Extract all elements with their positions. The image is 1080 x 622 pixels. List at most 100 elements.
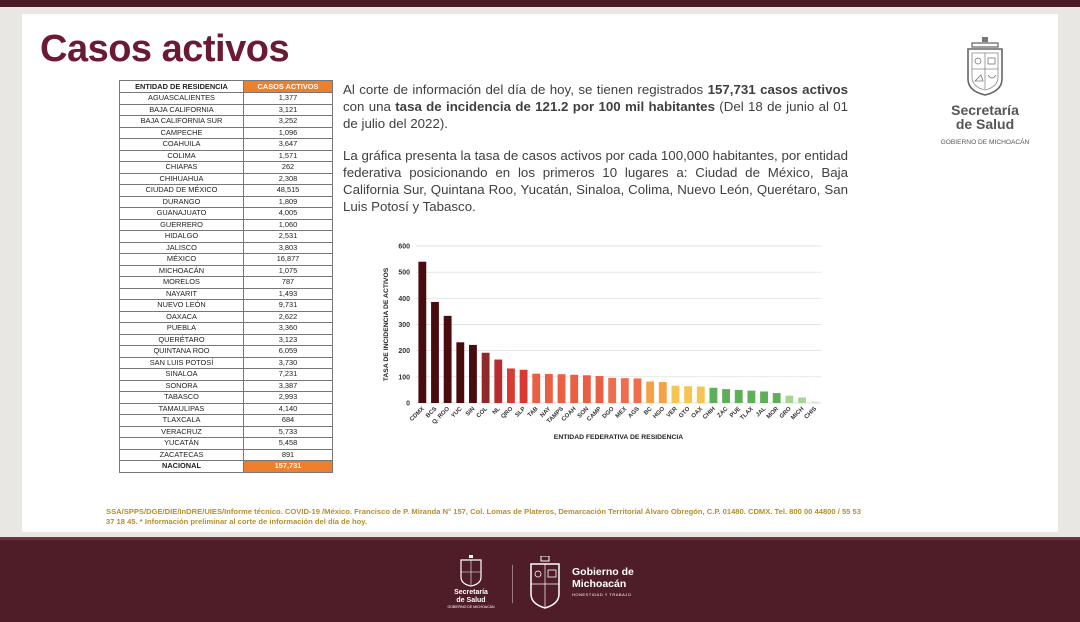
table-row: MICHOACÁN 1,075 xyxy=(119,264,333,277)
x-tick-label: GTO xyxy=(678,406,692,420)
active-cases-cell: 1,060 xyxy=(243,218,333,231)
x-tick-label: TAB xyxy=(527,406,540,419)
active-cases-cell: 891 xyxy=(243,448,333,461)
bar xyxy=(456,342,465,403)
y-tick-label: 300 xyxy=(398,322,410,329)
state-name-cell: COLIMA xyxy=(119,149,244,162)
active-cases-cell: 787 xyxy=(243,276,333,289)
bar xyxy=(544,373,553,403)
table-row: CHIHUAHUA 2,308 xyxy=(119,172,333,185)
state-name-cell: JALISCO xyxy=(119,241,244,254)
logo-subtitle: GOBIERNO DE MICHOACÁN xyxy=(940,139,1030,146)
x-tick-label: VER xyxy=(666,406,679,419)
table-row: CIUDAD DE MÉXICO 48,515 xyxy=(119,184,333,197)
state-name-cell: TLAXCALA xyxy=(119,414,244,427)
table-row: HIDALGO 2,531 xyxy=(119,230,333,243)
active-cases-cell: 48,515 xyxy=(243,184,333,197)
state-name-cell: CIUDAD DE MÉXICO xyxy=(119,184,244,197)
chart-description: La gráfica presenta la tasa de casos act… xyxy=(343,148,848,214)
x-tick-label: YUC xyxy=(451,406,465,420)
active-cases-cell: 7,231 xyxy=(243,368,333,381)
y-tick-label: 100 xyxy=(398,374,410,381)
footer-logo2-name: Gobierno de Michoacán xyxy=(572,566,634,590)
table-row: SINALOA 7,231 xyxy=(119,368,333,381)
table-row: CAMPECHE 1,096 xyxy=(119,126,333,139)
summary-text: con una xyxy=(343,99,396,114)
table-row: QUINTANA ROO 6,059 xyxy=(119,345,333,358)
x-tick-label: SIN xyxy=(465,406,476,417)
table-row: JALISCO 3,803 xyxy=(119,241,333,254)
state-name-cell: OAXACA xyxy=(119,310,244,323)
active-cases-cell: 1,571 xyxy=(243,149,333,162)
bar xyxy=(646,381,655,403)
bottom-bar xyxy=(0,537,1080,622)
x-tick-label: SLP xyxy=(514,406,526,418)
x-tick-label: MICH xyxy=(790,406,805,421)
footer-secretaria-logo: Secretaría de Salud GOBIERNO DE MICHOACÁ… xyxy=(445,553,497,613)
y-axis-title: TASA DE INCIDENCIA DE ACTIVOS xyxy=(383,267,390,381)
state-name-cell: MÉXICO xyxy=(119,253,244,266)
table-row: AGUASCALIENTES 1,377 xyxy=(119,92,333,105)
state-name-cell: SAN LUIS POTOSÍ xyxy=(119,356,244,369)
table-row: PUEBLA 3,360 xyxy=(119,322,333,335)
active-cases-cell: 3,123 xyxy=(243,333,333,346)
active-cases-cell: 1,075 xyxy=(243,264,333,277)
active-cases-cell: 4,140 xyxy=(243,402,333,415)
table-row: BAJA CALIFORNIA SUR 3,252 xyxy=(119,115,333,128)
state-name-cell: PUEBLA xyxy=(119,322,244,335)
gobierno-michoacan-logo: Gobierno de Michoacán HONESTIDAD Y TRABA… xyxy=(528,556,648,612)
state-name-cell: CAMPECHE xyxy=(119,126,244,139)
date-range: (Del 18 de junio al 01 de julio del 2022… xyxy=(343,99,849,131)
state-name-cell: TABASCO xyxy=(119,391,244,404)
column-header-state: ENTIDAD DE RESIDENCIA xyxy=(119,80,244,93)
table-header-row: ENTIDAD DE RESIDENCIA CASOS ACTIVOS xyxy=(119,80,333,93)
state-name-cell: TAMAULIPAS xyxy=(119,402,244,415)
logo-name-line2: de Salud xyxy=(955,116,1015,132)
state-name-cell: YUCATÁN xyxy=(119,437,244,450)
logo-name: Secretaría de Salud xyxy=(930,103,1040,131)
x-tick-label: MEX xyxy=(615,406,628,419)
footer-logo1-name: Secretaría de Salud xyxy=(445,589,497,604)
state-name-cell: MORELOS xyxy=(119,276,244,289)
state-name-cell: NUEVO LEÓN xyxy=(119,299,244,312)
state-name-cell: QUERÉTARO xyxy=(119,333,244,346)
table-row: TAMAULIPAS 4,140 xyxy=(119,402,333,415)
bar xyxy=(620,378,629,403)
bar xyxy=(684,386,693,403)
bottom-bar-highlight xyxy=(0,537,1080,540)
table-row: NAYARIT 1,493 xyxy=(119,287,333,300)
table-row: QUERÉTARO 3,123 xyxy=(119,333,333,346)
bar xyxy=(570,374,579,403)
source-footnote: SSA/SPPS/DGE/DIE/InDRE/UIES/Informe técn… xyxy=(106,507,861,526)
footer-divider xyxy=(512,565,513,603)
state-name-cell: ZACATECAS xyxy=(119,448,244,461)
bar xyxy=(595,376,604,403)
bar xyxy=(481,352,490,403)
state-name-cell: COAHUILA xyxy=(119,138,244,151)
state-name-cell: NAYARIT xyxy=(119,287,244,300)
state-name-cell: CHIHUAHUA xyxy=(119,172,244,185)
bar xyxy=(785,395,794,403)
table-row: VERACRUZ 5,733 xyxy=(119,425,333,438)
bar xyxy=(608,377,617,403)
active-cases-cell: 684 xyxy=(243,414,333,427)
logo-name-line1: Secretaría xyxy=(951,102,1019,118)
active-cases-cell: 1,493 xyxy=(243,287,333,300)
page-title: Casos activos xyxy=(40,28,290,70)
bar xyxy=(519,369,528,403)
x-tick-label: CHIH xyxy=(702,406,717,421)
state-name-cell: DURANGO xyxy=(119,195,244,208)
active-cases-cell: 5,733 xyxy=(243,425,333,438)
bar xyxy=(722,389,731,403)
bar xyxy=(582,375,591,403)
bar xyxy=(810,401,819,403)
active-cases-cell: 1,377 xyxy=(243,92,333,105)
footer-logo2-line1: Gobierno de xyxy=(572,566,634,578)
state-name-cell: HIDALGO xyxy=(119,230,244,243)
footer-logo2-line2: Michoacán xyxy=(572,578,627,590)
state-name-cell: BAJA CALIFORNIA xyxy=(119,103,244,116)
state-name-cell: CHIAPAS xyxy=(119,161,244,174)
table-row: NUEVO LEÓN 9,731 xyxy=(119,299,333,312)
y-tick-label: 200 xyxy=(398,348,410,355)
